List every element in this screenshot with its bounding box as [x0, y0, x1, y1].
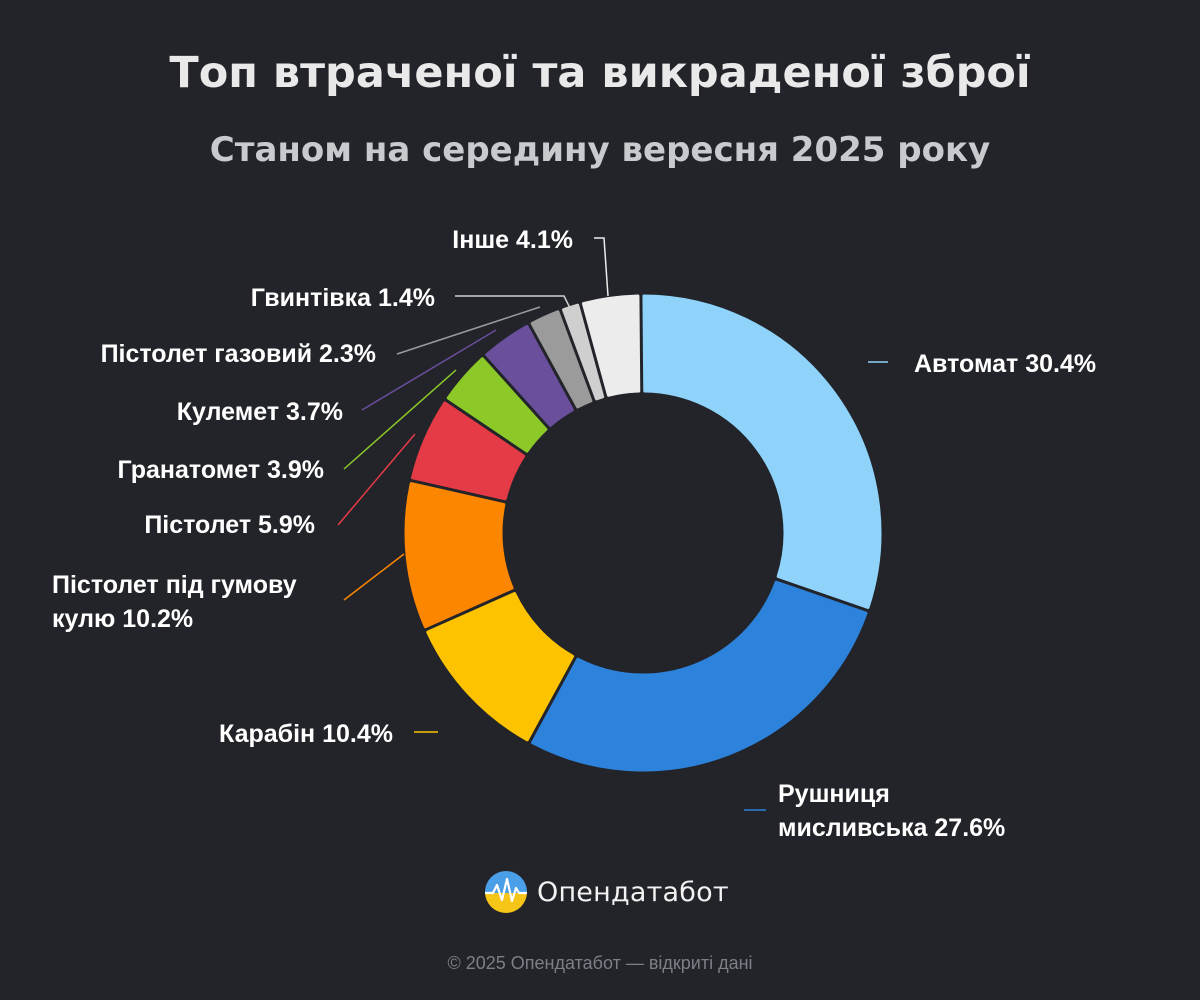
slice-labels: Автомат 30.4% Рушниця мисливська 27.6% Кара…	[52, 226, 1096, 842]
donut-slice	[581, 294, 641, 397]
donut-slice	[530, 310, 593, 409]
donut-slice	[426, 592, 575, 742]
leader-line	[343, 553, 405, 601]
footer-copyright: © 2025 Опендатабот — відкриті дані	[447, 953, 753, 973]
leader-line	[594, 237, 609, 297]
donut-slice	[485, 324, 574, 427]
slice-label: Автомат 30.4%	[914, 350, 1096, 378]
brand: Опендатабот	[484, 870, 729, 914]
slice-label: Кулемет 3.7%	[177, 398, 343, 426]
slice-label: Гвинтівка 1.4%	[251, 284, 435, 312]
leader-lines	[337, 237, 888, 811]
donut-slice	[411, 401, 526, 501]
leader-line	[343, 369, 457, 470]
slice-label: Пістолет 5.9%	[144, 511, 315, 539]
donut-slice	[562, 303, 605, 401]
slice-label: Інше 4.1%	[452, 226, 573, 254]
slice-label: Рушниця мисливська 27.6%	[778, 780, 1005, 842]
chart-subtitle: Станом на середину вересня 2025 року	[209, 130, 991, 170]
leader-line	[455, 295, 571, 309]
donut-slice	[531, 580, 868, 772]
slice-label: Гранатомет 3.9%	[118, 456, 325, 484]
leader-line	[361, 329, 497, 411]
brand-name: Опендатабот	[537, 876, 729, 908]
leader-line	[337, 433, 416, 526]
slice-label: Пістолет газовий 2.3%	[101, 340, 376, 368]
donut-slices	[404, 294, 882, 772]
chart-title: Топ втраченої та викраденої зброї	[169, 48, 1031, 98]
leader-line	[396, 306, 541, 355]
donut-slice	[446, 357, 548, 453]
donut-slice	[642, 294, 882, 610]
opendatabot-logo-icon	[485, 871, 527, 913]
slice-label: Карабін 10.4%	[219, 720, 393, 748]
donut-slice	[404, 482, 514, 629]
slice-label: Пістолет під гумову кулю 10.2%	[52, 571, 297, 633]
